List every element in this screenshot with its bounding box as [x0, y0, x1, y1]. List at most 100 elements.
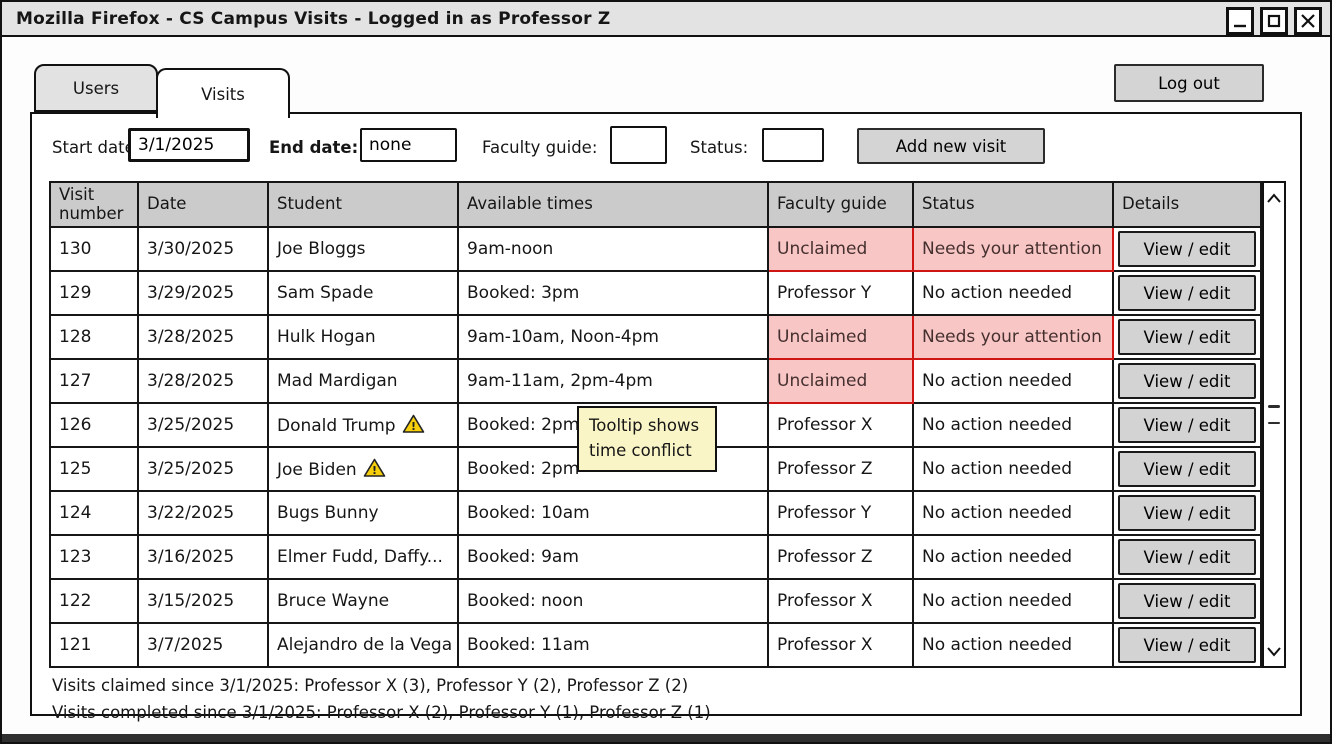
- warning-icon: !: [363, 458, 385, 477]
- student-cell: Hulk Hogan: [267, 314, 459, 360]
- student-cell: Bugs Bunny: [267, 490, 459, 536]
- details-cell: View / edit: [1112, 314, 1262, 360]
- warning-icon: !: [402, 414, 424, 433]
- date-cell: 3/29/2025: [137, 270, 269, 316]
- available-times-cell: Booked: 10am: [457, 490, 769, 536]
- date-cell: 3/25/2025: [137, 402, 269, 448]
- table-row: 128 3/28/2025 Hulk Hogan 9am-10am, Noon-4pm…: [49, 314, 1262, 360]
- date-cell: 3/28/2025: [137, 314, 269, 360]
- view-edit-button[interactable]: View / edit: [1118, 539, 1256, 575]
- view-edit-button[interactable]: View / edit: [1118, 495, 1256, 531]
- scroll-down-icon[interactable]: [1266, 642, 1282, 661]
- tab-visits[interactable]: Visits: [156, 68, 290, 118]
- table-row: 121 3/7/2025 Alejandro de la Vega Booked: 1…: [49, 622, 1262, 668]
- table-row: 123 3/16/2025 Elmer Fudd, Daffy... Booked: …: [49, 534, 1262, 580]
- tab-users[interactable]: Users: [34, 64, 158, 112]
- visits-claimed-summary: Visits claimed since 3/1/2025: Professor…: [52, 676, 689, 695]
- close-button[interactable]: [1294, 7, 1322, 35]
- view-edit-button[interactable]: View / edit: [1118, 407, 1256, 443]
- faculty-guide-cell: Professor X: [767, 578, 914, 624]
- minimize-button[interactable]: [1226, 7, 1254, 35]
- table-row: 125 3/25/2025 Joe Biden! Booked: 2pm Profess…: [49, 446, 1262, 492]
- visits-completed-summary: Visits completed since 3/1/2025: Profess…: [52, 703, 711, 722]
- visits-panel: Start date: End date: Faculty guide: Sta…: [30, 112, 1302, 722]
- table-row: 130 3/30/2025 Joe Bloggs 9am-noon Unclaimed N…: [49, 226, 1262, 272]
- details-cell: View / edit: [1112, 358, 1262, 404]
- time-conflict-tooltip: Tooltip shows time conflict: [577, 406, 717, 472]
- view-edit-button[interactable]: View / edit: [1118, 275, 1256, 311]
- scroll-up-icon[interactable]: [1266, 188, 1282, 207]
- add-new-visit-button[interactable]: Add new visit: [857, 128, 1045, 164]
- view-edit-button[interactable]: View / edit: [1118, 627, 1256, 663]
- details-cell: View / edit: [1112, 622, 1262, 668]
- visits-table-body: 130 3/30/2025 Joe Bloggs 9am-noon Unclaimed N…: [49, 226, 1262, 668]
- header-status: Status: [912, 181, 1114, 228]
- header-date: Date: [137, 181, 269, 228]
- start-date-label: Start date:: [52, 138, 141, 157]
- faculty-guide-cell: Professor X: [767, 402, 914, 448]
- visits-table: Visit number Date Student Available time…: [49, 181, 1262, 668]
- faculty-guide-cell: Professor Z: [767, 534, 914, 580]
- date-cell: 3/28/2025: [137, 358, 269, 404]
- status-cell: No action needed: [912, 490, 1114, 536]
- view-edit-button[interactable]: View / edit: [1118, 319, 1256, 355]
- summary-block: Visits claimed since 3/1/2025: Professor…: [52, 672, 711, 726]
- svg-text:!: !: [372, 464, 377, 477]
- details-cell: View / edit: [1112, 534, 1262, 580]
- view-edit-button[interactable]: View / edit: [1118, 583, 1256, 619]
- header-visit-number: Visit number: [49, 181, 139, 228]
- visit-number-cell: 128: [49, 314, 139, 360]
- table-scrollbar[interactable]: [1262, 181, 1286, 668]
- status-cell: Needs your attention: [912, 226, 1114, 272]
- status-label: Status:: [690, 138, 749, 157]
- student-cell: Sam Spade: [267, 270, 459, 316]
- faculty-guide-input[interactable]: [610, 126, 667, 164]
- table-row: 122 3/15/2025 Bruce Wayne Booked: noon Profe…: [49, 578, 1262, 624]
- window-title: Mozilla Firefox - CS Campus Visits - Log…: [16, 8, 611, 29]
- visit-number-cell: 127: [49, 358, 139, 404]
- student-cell: Joe Biden!: [267, 446, 459, 492]
- end-date-label: End date:: [269, 138, 359, 157]
- faculty-guide-cell: Unclaimed: [767, 358, 914, 404]
- student-cell: Joe Bloggs: [267, 226, 459, 272]
- tooltip-line-1: Tooltip shows: [589, 416, 700, 435]
- close-icon: [1301, 14, 1315, 28]
- view-edit-button[interactable]: View / edit: [1118, 363, 1256, 399]
- logout-button[interactable]: Log out: [1114, 64, 1264, 102]
- table-row: 124 3/22/2025 Bugs Bunny Booked: 10am Profes…: [49, 490, 1262, 536]
- visit-number-cell: 121: [49, 622, 139, 668]
- faculty-guide-cell: Professor Y: [767, 490, 914, 536]
- visit-number-cell: 123: [49, 534, 139, 580]
- start-date-input[interactable]: [128, 128, 250, 162]
- faculty-guide-cell: Unclaimed: [767, 314, 914, 360]
- end-date-input[interactable]: [360, 128, 457, 162]
- date-cell: 3/25/2025: [137, 446, 269, 492]
- available-times-cell: 9am-11am, 2pm-4pm: [457, 358, 769, 404]
- visit-number-cell: 126: [49, 402, 139, 448]
- status-input[interactable]: [762, 128, 824, 162]
- student-cell: Alejandro de la Vega: [267, 622, 459, 668]
- available-times-cell: Booked: 3pm: [457, 270, 769, 316]
- view-edit-button[interactable]: View / edit: [1118, 451, 1256, 487]
- status-cell: Needs your attention: [912, 314, 1114, 360]
- visit-number-cell: 129: [49, 270, 139, 316]
- status-cell: No action needed: [912, 270, 1114, 316]
- faculty-guide-cell: Professor X: [767, 622, 914, 668]
- details-cell: View / edit: [1112, 270, 1262, 316]
- available-times-cell: Booked: 9am: [457, 534, 769, 580]
- tab-visits-label: Visits: [201, 84, 245, 104]
- faculty-guide-cell: Professor Y: [767, 270, 914, 316]
- table-row: 127 3/28/2025 Mad Mardigan 9am-11am, 2pm-4p…: [49, 358, 1262, 404]
- student-cell: Donald Trump!: [267, 402, 459, 448]
- details-cell: View / edit: [1112, 402, 1262, 448]
- available-times-cell: Booked: 11am: [457, 622, 769, 668]
- date-cell: 3/22/2025: [137, 490, 269, 536]
- scrollbar-thumb-grip[interactable]: [1267, 405, 1281, 438]
- status-cell: No action needed: [912, 622, 1114, 668]
- date-cell: 3/15/2025: [137, 578, 269, 624]
- table-header-row: Visit number Date Student Available time…: [49, 181, 1262, 228]
- maximize-button[interactable]: [1260, 7, 1288, 35]
- view-edit-button[interactable]: View / edit: [1118, 231, 1256, 267]
- status-cell: No action needed: [912, 534, 1114, 580]
